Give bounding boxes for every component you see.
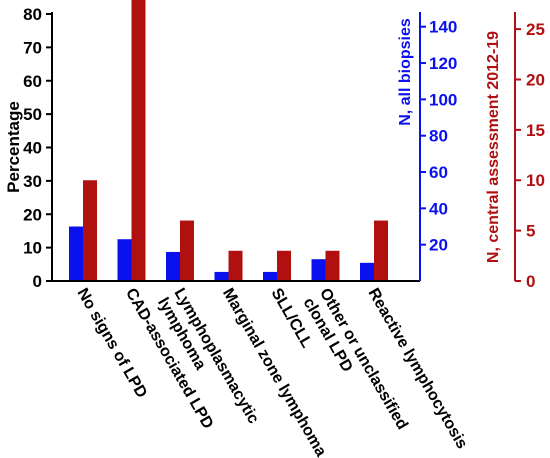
blue-tick-label: 60	[429, 163, 448, 182]
blue-axis-ticks: 20 40 60 80 100 120 140	[420, 18, 457, 255]
category-label: SLL/CLL	[268, 286, 316, 352]
left-tick-label: 60	[23, 72, 42, 91]
left-tick-label: 10	[23, 239, 42, 258]
bar-red-6	[374, 220, 388, 281]
left-tick-label: 40	[23, 139, 42, 158]
red-axis-title: N, central assessment 2012-19	[485, 31, 502, 263]
red-tick-label: 10	[526, 171, 545, 190]
blue-tick-label: 80	[429, 127, 448, 146]
left-tick-label: 80	[23, 5, 42, 24]
category-label: Other or unclassifiedclonal LPD	[300, 286, 411, 443]
blue-tick-label: 100	[429, 90, 457, 109]
red-tick-label: 25	[526, 20, 545, 39]
bar-blue-5	[311, 259, 326, 281]
bars-group	[69, 0, 388, 281]
blue-axis-title: N, all biopsies	[397, 18, 414, 126]
bar-blue-3	[214, 271, 229, 281]
left-tick-label: 30	[23, 172, 42, 191]
red-axis-ticks: 0 5 10 15 20 25	[515, 20, 545, 291]
bar-blue-4	[263, 271, 277, 281]
blue-tick-label: 40	[429, 199, 448, 218]
category-label: Reactive lymphocytosis	[365, 286, 471, 452]
left-tick-label: 20	[23, 205, 42, 224]
blue-tick-label: 120	[429, 54, 457, 73]
bar-red-5	[325, 250, 340, 281]
bar-red-4	[277, 250, 291, 281]
bar-red-0	[83, 180, 97, 281]
red-tick-label: 20	[526, 70, 545, 89]
bar-blue-2	[166, 251, 180, 281]
bar-red-1	[131, 0, 146, 281]
left-axis-ticks: 0 10 20 30 40 50 60 70 80	[23, 5, 52, 291]
bar-blue-0	[69, 226, 83, 281]
blue-tick-label: 140	[429, 18, 457, 37]
left-tick-label: 70	[23, 38, 42, 57]
bar-blue-1	[117, 239, 132, 281]
red-tick-label: 5	[526, 222, 535, 241]
blue-tick-label: 20	[429, 236, 448, 255]
left-tick-label: 0	[33, 272, 42, 291]
left-axis-title: Percentage	[4, 101, 23, 193]
red-tick-label: 15	[526, 121, 545, 140]
bar-red-3	[228, 250, 243, 281]
left-tick-label: 50	[23, 105, 42, 124]
red-tick-label: 0	[526, 272, 535, 291]
bar-red-2	[180, 220, 194, 281]
bar-blue-6	[360, 262, 374, 281]
